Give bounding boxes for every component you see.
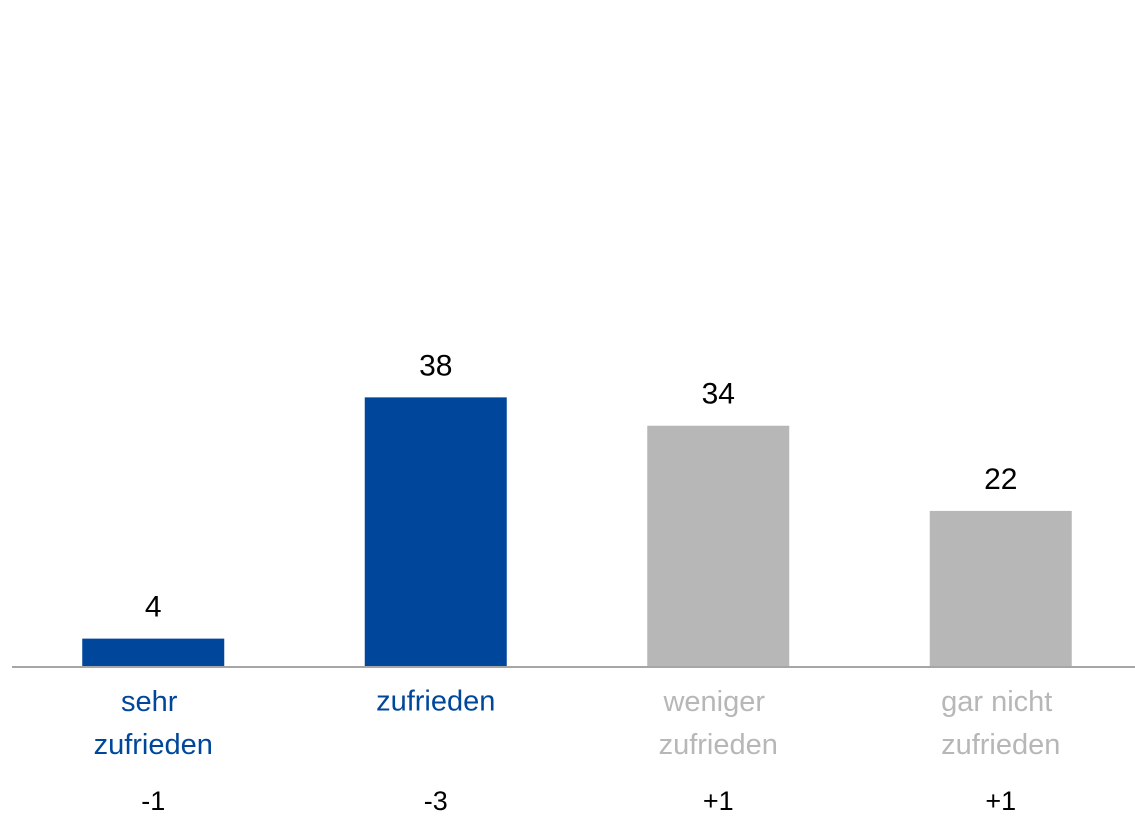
bar (929, 510, 1072, 667)
value-label: 38 (419, 349, 452, 382)
change-label: -3 (424, 786, 448, 816)
change-label: -1 (141, 786, 165, 816)
x-tick-label: sehr zufrieden (94, 686, 213, 761)
change-label: +1 (703, 786, 734, 816)
x-tick-label: zufrieden (376, 686, 495, 718)
x-tick-label: weniger zufrieden (659, 686, 778, 761)
value-label: 22 (984, 463, 1017, 496)
x-tick-label: gar nicht zufrieden (941, 686, 1060, 761)
bar (647, 425, 790, 667)
change-label: +1 (985, 786, 1016, 816)
bar (364, 397, 507, 667)
value-label: 34 (702, 378, 735, 411)
bar (82, 638, 225, 667)
value-label: 4 (145, 591, 162, 624)
